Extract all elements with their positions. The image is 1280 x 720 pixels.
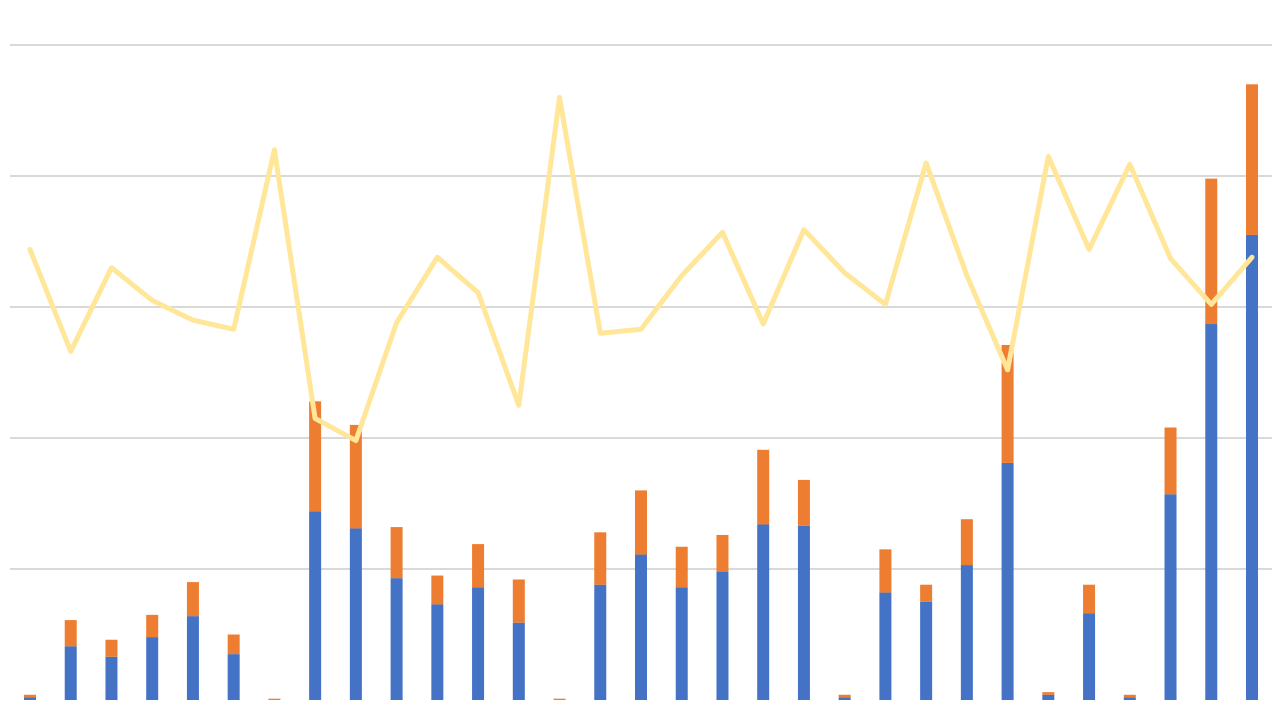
- bar-segment-series-1: [716, 571, 729, 700]
- bar-segment-series-1: [24, 697, 36, 700]
- bar-segment-series-1: [797, 525, 810, 700]
- bar-segment-series-2: [268, 698, 281, 700]
- bar-segment-series-1: [472, 587, 485, 700]
- bar-segment-series-2: [797, 479, 810, 526]
- bar-segment-series-2: [635, 490, 647, 555]
- bar-segment-series-2: [1123, 694, 1136, 698]
- bar-segment-series-2: [186, 582, 199, 617]
- bar-segment-series-2: [960, 519, 973, 566]
- bar-segment-series-2: [1083, 584, 1096, 614]
- bar-segment-series-1: [1164, 494, 1177, 700]
- bar-segment-series-1: [1083, 613, 1096, 700]
- bar-segment-series-1: [675, 587, 688, 700]
- bar-segment-series-2: [838, 694, 851, 698]
- bar-segment-series-1: [1123, 697, 1136, 700]
- bar-segment-series-2: [1246, 84, 1258, 235]
- bar-segment-series-1: [309, 511, 322, 700]
- bar-segment-series-2: [1205, 178, 1218, 325]
- bar-segment-series-2: [879, 549, 892, 593]
- bar-segment-series-1: [635, 554, 647, 700]
- bar-segment-series-1: [757, 524, 770, 700]
- bar-segment-series-2: [1164, 427, 1177, 495]
- bar-segment-series-1: [1246, 234, 1258, 700]
- bar-segment-series-1: [431, 604, 444, 700]
- bar-segment-series-2: [64, 620, 77, 647]
- bar-segment-series-1: [349, 528, 362, 700]
- bar-segment-series-1: [1042, 694, 1055, 700]
- bar-segment-series-2: [146, 614, 159, 638]
- bar-segment-series-2: [512, 579, 525, 623]
- gridlines: [10, 44, 1272, 570]
- bar-segment-series-2: [227, 634, 240, 655]
- bar-segment-series-1: [390, 578, 403, 700]
- bar-segment-series-2: [24, 694, 36, 698]
- bar-segment-series-1: [105, 656, 118, 700]
- bar-segment-series-2: [309, 401, 322, 512]
- bar-segment-series-2: [594, 532, 607, 585]
- bar-segment-series-1: [227, 654, 240, 700]
- bar-segment-series-1: [879, 592, 892, 700]
- bar-segment-series-1: [594, 584, 607, 700]
- line-series-path: [27, 94, 1255, 444]
- bar-segment-series-2: [1042, 692, 1055, 695]
- bar-segment-series-2: [920, 584, 933, 602]
- bar-segment-series-1: [512, 622, 525, 700]
- bar-segment-series-1: [960, 565, 973, 700]
- bar-segment-series-2: [1001, 344, 1014, 463]
- bar-segment-series-2: [553, 698, 566, 700]
- bar-segment-series-2: [431, 575, 444, 605]
- line-series: [27, 94, 1255, 444]
- bar-segment-series-1: [64, 646, 77, 700]
- bar-segment-series-1: [186, 616, 199, 700]
- bar-segment-series-2: [472, 544, 485, 588]
- bar-segment-series-1: [838, 697, 851, 700]
- bar-segment-series-1: [1001, 462, 1014, 700]
- bar-segment-series-2: [716, 534, 729, 572]
- bar-segment-series-2: [757, 449, 770, 525]
- bar-segment-series-2: [105, 639, 118, 657]
- bar-segment-series-1: [920, 601, 933, 700]
- bar-segment-series-1: [146, 637, 159, 700]
- bar-segment-series-2: [390, 527, 403, 579]
- bar-segment-series-2: [349, 424, 362, 529]
- bar-segment-series-1: [1205, 324, 1218, 700]
- stacked-bars: [24, 84, 1258, 700]
- bar-segment-series-2: [675, 546, 688, 588]
